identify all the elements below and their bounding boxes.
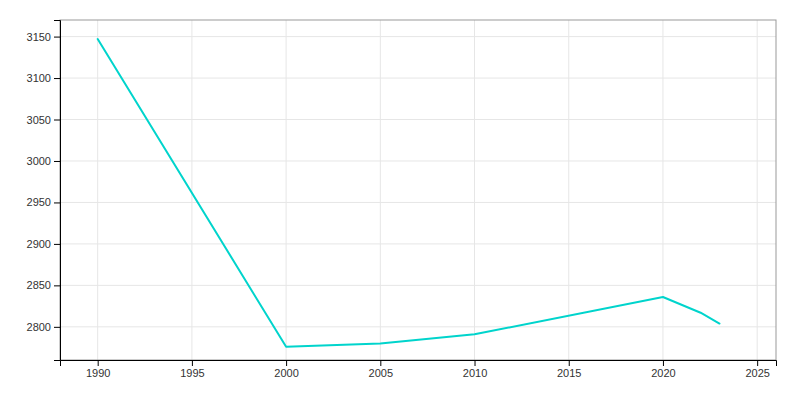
y-tick-mark (54, 285, 60, 286)
grid-line-x (380, 20, 381, 360)
y-tick-label: 2900 (27, 238, 51, 250)
data-line (98, 39, 720, 347)
chart-container: 1990 1995 2000 2005 2010 2015 2020 2025 2800 2850… (0, 0, 800, 400)
plot-frame (60, 20, 776, 360)
x-tick: 2005 (369, 360, 393, 379)
x-tick-label: 2000 (274, 367, 298, 379)
y-tick-label: 2850 (27, 279, 51, 291)
x-axis-line (61, 361, 777, 367)
grid-line-x (568, 20, 569, 360)
y-tick-mark (54, 161, 60, 162)
x-tick-mark (192, 360, 193, 366)
grid-line-y (60, 119, 776, 120)
x-tick-label: 2020 (651, 367, 675, 379)
y-tick: 3050 (27, 114, 60, 126)
x-tick-mark (663, 360, 664, 366)
y-tick: 3100 (27, 72, 60, 84)
x-tick: 2000 (274, 360, 298, 379)
grid-line-y (60, 243, 776, 244)
y-tick-mark (54, 78, 60, 79)
plot-area: 1990 1995 2000 2005 2010 2015 2020 2025 2800 2850… (27, 20, 777, 379)
grid-line-x (286, 20, 287, 360)
x-tick-label: 2025 (745, 367, 769, 379)
x-axis: 1990 1995 2000 2005 2010 2015 2020 2025 (61, 360, 777, 379)
x-tick: 2025 (745, 360, 769, 379)
grid (60, 20, 776, 360)
y-tick-label: 3000 (27, 155, 51, 167)
y-tick-label: 2800 (27, 321, 51, 333)
y-tick: 2850 (27, 279, 60, 291)
y-tick-mark (54, 37, 60, 38)
grid-line-x (474, 20, 475, 360)
y-tick-label: 3050 (27, 114, 51, 126)
x-tick-mark (380, 360, 381, 366)
grid-line-y (60, 285, 776, 286)
y-tick-mark (54, 244, 60, 245)
y-tick: 3150 (27, 31, 60, 43)
y-tick: 2950 (27, 196, 60, 208)
grid-line-y (60, 326, 776, 327)
x-tick: 2020 (651, 360, 675, 379)
y-tick: 2800 (27, 321, 60, 333)
y-axis-line (54, 21, 61, 361)
x-tick-mark (98, 360, 99, 366)
grid-line-x (191, 20, 192, 360)
marks (98, 39, 720, 347)
chart-svg: 1990 1995 2000 2005 2010 2015 2020 2025 2800 2850… (0, 0, 800, 400)
x-tick-label: 2010 (463, 367, 487, 379)
grid-line-y (60, 160, 776, 161)
x-tick-label: 1995 (180, 367, 204, 379)
grid-line-y (60, 202, 776, 203)
grid-line-y (60, 78, 776, 79)
grid-line-x (662, 20, 663, 360)
x-tick-mark (569, 360, 570, 366)
x-tick-mark (286, 360, 287, 366)
y-tick-mark (54, 120, 60, 121)
y-tick-mark (54, 327, 60, 328)
y-tick: 2900 (27, 238, 60, 250)
x-tick-label: 2015 (557, 367, 581, 379)
y-tick-label: 3100 (27, 72, 51, 84)
grid-line-y (60, 36, 776, 37)
y-tick-label: 2950 (27, 196, 51, 208)
x-tick-mark (757, 360, 758, 366)
x-tick: 1995 (180, 360, 204, 379)
x-tick-label: 1990 (86, 367, 110, 379)
x-tick: 2015 (557, 360, 581, 379)
y-tick-mark (54, 202, 60, 203)
x-tick-label: 2005 (369, 367, 393, 379)
y-axis: 2800 2850 2900 2950 3000 3050 3100 3150 (27, 21, 61, 361)
y-tick: 3000 (27, 155, 60, 167)
x-tick: 2010 (463, 360, 487, 379)
x-tick: 1990 (86, 360, 110, 379)
grid-line-x (757, 20, 758, 360)
y-tick-label: 3150 (27, 31, 51, 43)
grid-line-x (97, 20, 98, 360)
x-tick-mark (475, 360, 476, 366)
